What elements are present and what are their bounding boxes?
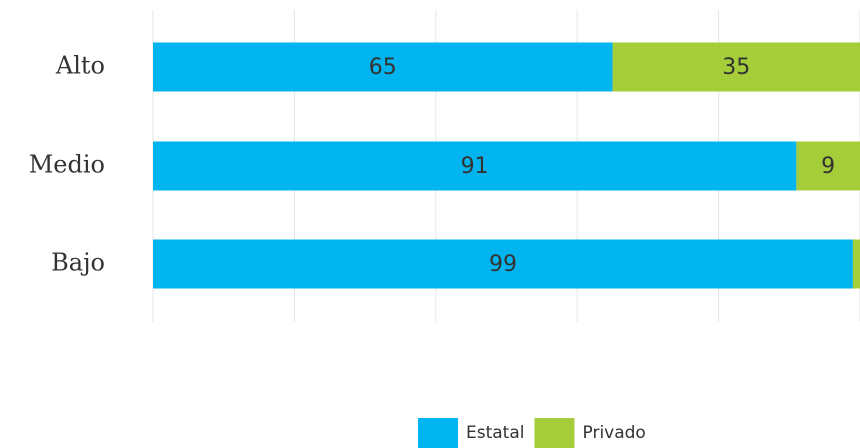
legend-swatch — [418, 418, 458, 448]
bar-segment — [153, 42, 613, 92]
bar-segment — [153, 239, 853, 289]
data-label: 91 — [461, 154, 489, 179]
data-label: 99 — [489, 252, 517, 277]
category-label: Alto — [55, 52, 105, 80]
bar-segment — [612, 42, 860, 92]
legend-swatch — [534, 418, 575, 448]
category-label: Medio — [29, 151, 105, 179]
category-label: Bajo — [51, 249, 105, 277]
bar-segment — [153, 141, 797, 191]
data-label: 65 — [369, 55, 397, 80]
legend-label: Privado — [583, 423, 646, 443]
legend-label: Estatal — [466, 423, 525, 443]
bar-segment — [852, 239, 860, 289]
data-label: 35 — [722, 55, 750, 80]
data-label: 9 — [821, 154, 835, 179]
bar-segment — [796, 141, 860, 191]
